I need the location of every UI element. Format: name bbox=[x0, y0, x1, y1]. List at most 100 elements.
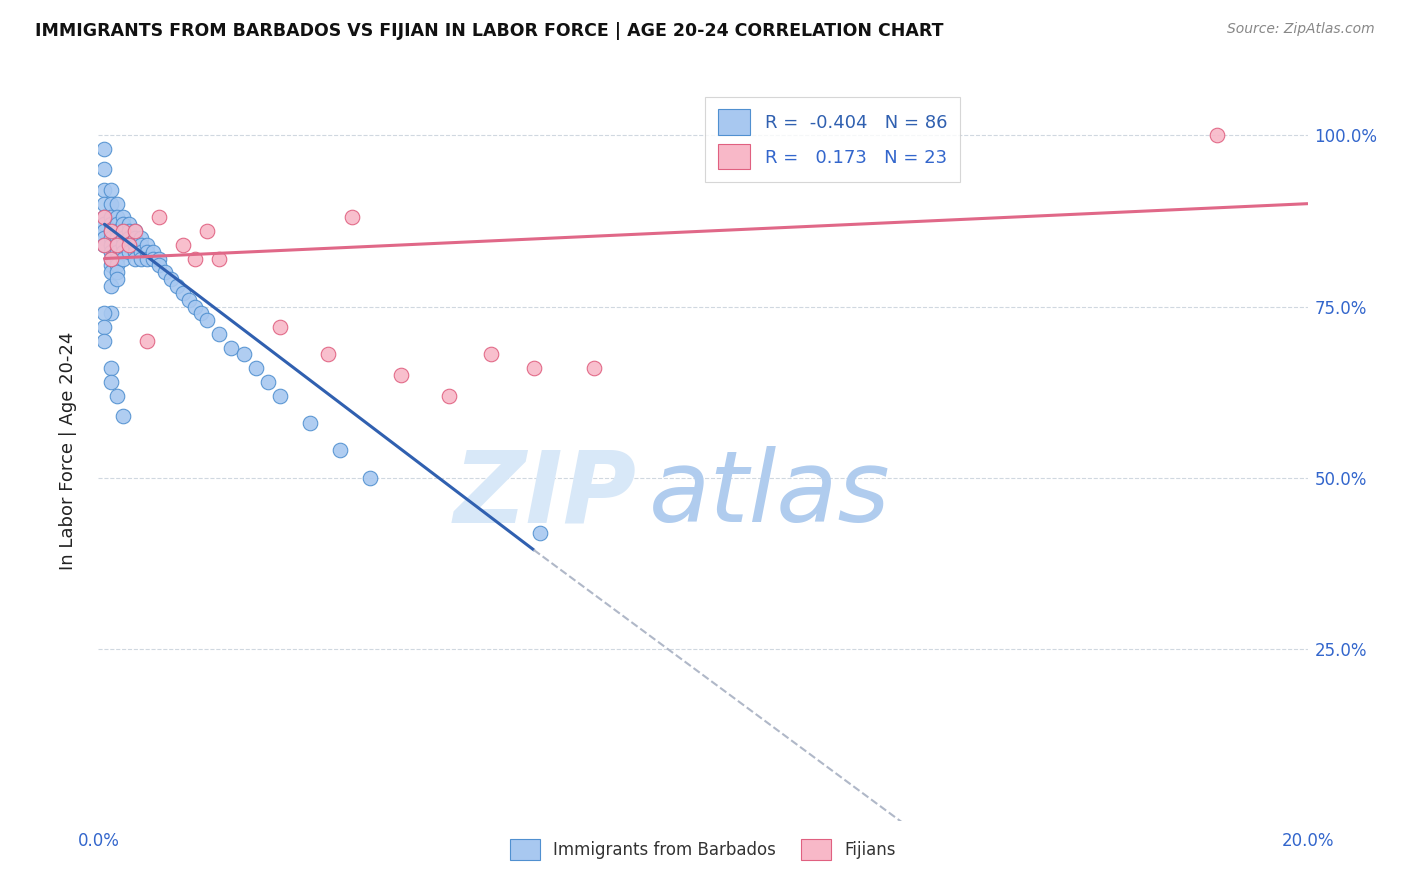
Point bbox=[118, 237, 141, 252]
Point bbox=[100, 224, 122, 238]
Point bbox=[93, 196, 115, 211]
Point bbox=[111, 237, 134, 252]
Point bbox=[105, 237, 128, 252]
Point bbox=[129, 252, 152, 266]
Point bbox=[269, 320, 291, 334]
Point bbox=[100, 259, 122, 273]
Point bbox=[118, 237, 141, 252]
Point bbox=[481, 347, 503, 361]
Point bbox=[100, 306, 122, 320]
Point bbox=[172, 285, 194, 300]
Point bbox=[93, 211, 115, 225]
Point bbox=[124, 237, 146, 252]
Text: ZIP: ZIP bbox=[454, 446, 637, 543]
Point bbox=[208, 252, 231, 266]
Point bbox=[360, 471, 382, 485]
Point bbox=[100, 224, 122, 238]
Point bbox=[329, 443, 352, 458]
Point bbox=[184, 252, 207, 266]
Point bbox=[124, 231, 146, 245]
Point bbox=[190, 306, 212, 320]
Point bbox=[93, 237, 115, 252]
Point bbox=[105, 237, 128, 252]
Point bbox=[118, 231, 141, 245]
Point bbox=[221, 341, 243, 355]
Point bbox=[256, 375, 278, 389]
Point bbox=[529, 525, 551, 540]
Point bbox=[124, 244, 146, 259]
Point bbox=[93, 162, 115, 177]
Point bbox=[523, 361, 546, 376]
Point bbox=[100, 183, 122, 197]
Text: Source: ZipAtlas.com: Source: ZipAtlas.com bbox=[1227, 22, 1375, 37]
Point bbox=[100, 375, 122, 389]
Point bbox=[148, 211, 170, 225]
Point bbox=[129, 244, 152, 259]
Point bbox=[232, 347, 254, 361]
Point bbox=[105, 224, 128, 238]
Point bbox=[245, 361, 267, 376]
Point bbox=[184, 300, 207, 314]
Point bbox=[111, 244, 134, 259]
Point bbox=[389, 368, 412, 382]
Point bbox=[100, 196, 122, 211]
Point bbox=[195, 224, 218, 238]
Point bbox=[100, 237, 122, 252]
Point bbox=[93, 320, 115, 334]
Point bbox=[100, 211, 122, 225]
Point bbox=[100, 279, 122, 293]
Point bbox=[124, 224, 146, 238]
Point bbox=[100, 361, 122, 376]
Point bbox=[142, 252, 165, 266]
Point bbox=[93, 334, 115, 348]
Point bbox=[105, 244, 128, 259]
Point bbox=[124, 224, 146, 238]
Point bbox=[118, 244, 141, 259]
Point bbox=[105, 231, 128, 245]
Point bbox=[100, 252, 122, 266]
Point bbox=[93, 224, 115, 238]
Point bbox=[299, 416, 322, 430]
Point bbox=[118, 217, 141, 231]
Point bbox=[1206, 128, 1229, 142]
Point bbox=[129, 237, 152, 252]
Point bbox=[135, 237, 157, 252]
Point bbox=[105, 265, 128, 279]
Point bbox=[135, 252, 157, 266]
Point bbox=[166, 279, 188, 293]
Point bbox=[111, 252, 134, 266]
Point bbox=[105, 389, 128, 403]
Y-axis label: In Labor Force | Age 20-24: In Labor Force | Age 20-24 bbox=[59, 331, 77, 570]
Point bbox=[93, 237, 115, 252]
Point bbox=[179, 293, 201, 307]
Point bbox=[105, 211, 128, 225]
Point bbox=[342, 211, 364, 225]
Point bbox=[93, 211, 115, 225]
Point bbox=[100, 244, 122, 259]
Point bbox=[208, 326, 231, 341]
Point bbox=[93, 217, 115, 231]
Point bbox=[100, 231, 122, 245]
Point bbox=[105, 196, 128, 211]
Point bbox=[269, 389, 291, 403]
Legend: Immigrants from Barbados, Fijians: Immigrants from Barbados, Fijians bbox=[502, 830, 904, 868]
Point bbox=[135, 244, 157, 259]
Text: atlas: atlas bbox=[648, 446, 890, 543]
Point bbox=[148, 259, 170, 273]
Point bbox=[111, 231, 134, 245]
Point bbox=[124, 252, 146, 266]
Point bbox=[160, 272, 183, 286]
Text: IMMIGRANTS FROM BARBADOS VS FIJIAN IN LABOR FORCE | AGE 20-24 CORRELATION CHART: IMMIGRANTS FROM BARBADOS VS FIJIAN IN LA… bbox=[35, 22, 943, 40]
Point bbox=[437, 389, 460, 403]
Point bbox=[105, 217, 128, 231]
Point bbox=[100, 217, 122, 231]
Point bbox=[105, 259, 128, 273]
Point bbox=[100, 265, 122, 279]
Point bbox=[148, 252, 170, 266]
Point bbox=[111, 224, 134, 238]
Point bbox=[111, 211, 134, 225]
Point bbox=[153, 265, 176, 279]
Point bbox=[316, 347, 339, 361]
Point bbox=[105, 272, 128, 286]
Point bbox=[135, 334, 157, 348]
